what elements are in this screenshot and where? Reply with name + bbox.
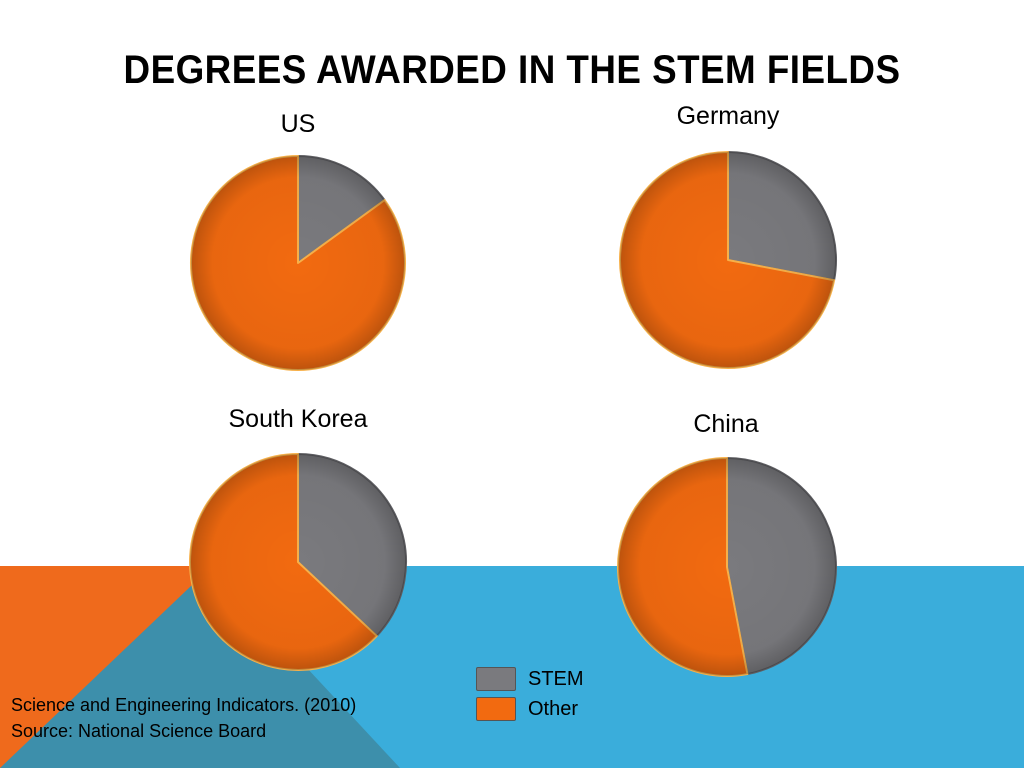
legend-label-other: Other <box>528 697 579 720</box>
pie-south-korea <box>189 453 407 671</box>
pie-china <box>617 457 837 677</box>
pie-germany <box>619 151 837 369</box>
legend-item-other: Other <box>476 694 584 724</box>
pie-us <box>190 155 406 371</box>
citation-line-2: Source: National Science Board <box>11 721 267 741</box>
pie-shading-us <box>191 156 405 370</box>
legend-item-stem: STEM <box>476 664 584 694</box>
pie-shading-china <box>618 458 836 676</box>
chart-title-us: US <box>280 110 316 138</box>
chart-title-germany: Germany <box>676 102 780 130</box>
citation-line-1: Science and Engineering Indicators. (201… <box>11 695 357 715</box>
chart-title-south-korea: South Korea <box>228 405 368 433</box>
pie-shading-germany <box>620 152 836 368</box>
legend: STEM Other <box>476 664 584 724</box>
chart-title-china: China <box>693 410 759 438</box>
legend-label-stem: STEM <box>528 667 584 690</box>
citation: Science and Engineering Indicators. (201… <box>11 692 356 744</box>
other-swatch <box>476 697 516 721</box>
pie-shading-south-korea <box>190 454 406 670</box>
slide-title: DEGREES AWARDED IN THE STEM FIELDS <box>123 48 901 92</box>
teal-triangle <box>0 566 400 768</box>
stem-swatch <box>476 667 516 691</box>
